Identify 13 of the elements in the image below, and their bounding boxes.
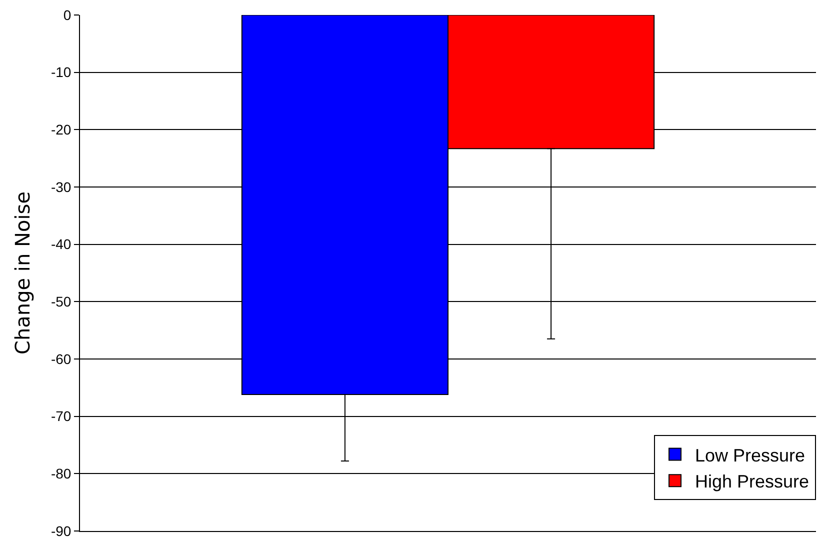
y-tick-label: -40 (50, 236, 72, 252)
y-tick-label: -70 (50, 408, 72, 424)
legend-label: Low Pressure (695, 445, 806, 466)
y-tick-label: 0 (63, 6, 72, 23)
y-tick-label: -20 (50, 122, 72, 138)
y-axis-title: Change in Noise (10, 192, 34, 354)
y-tick-label: -50 (50, 294, 72, 310)
y-tick-label: -30 (50, 178, 72, 195)
y-tick-label: -60 (50, 350, 72, 367)
legend-label: High Pressure (695, 472, 810, 492)
y-tick-label: -10 (50, 64, 72, 80)
y-tick-label: -80 (50, 466, 72, 482)
y-tick-label: -90 (50, 522, 72, 539)
